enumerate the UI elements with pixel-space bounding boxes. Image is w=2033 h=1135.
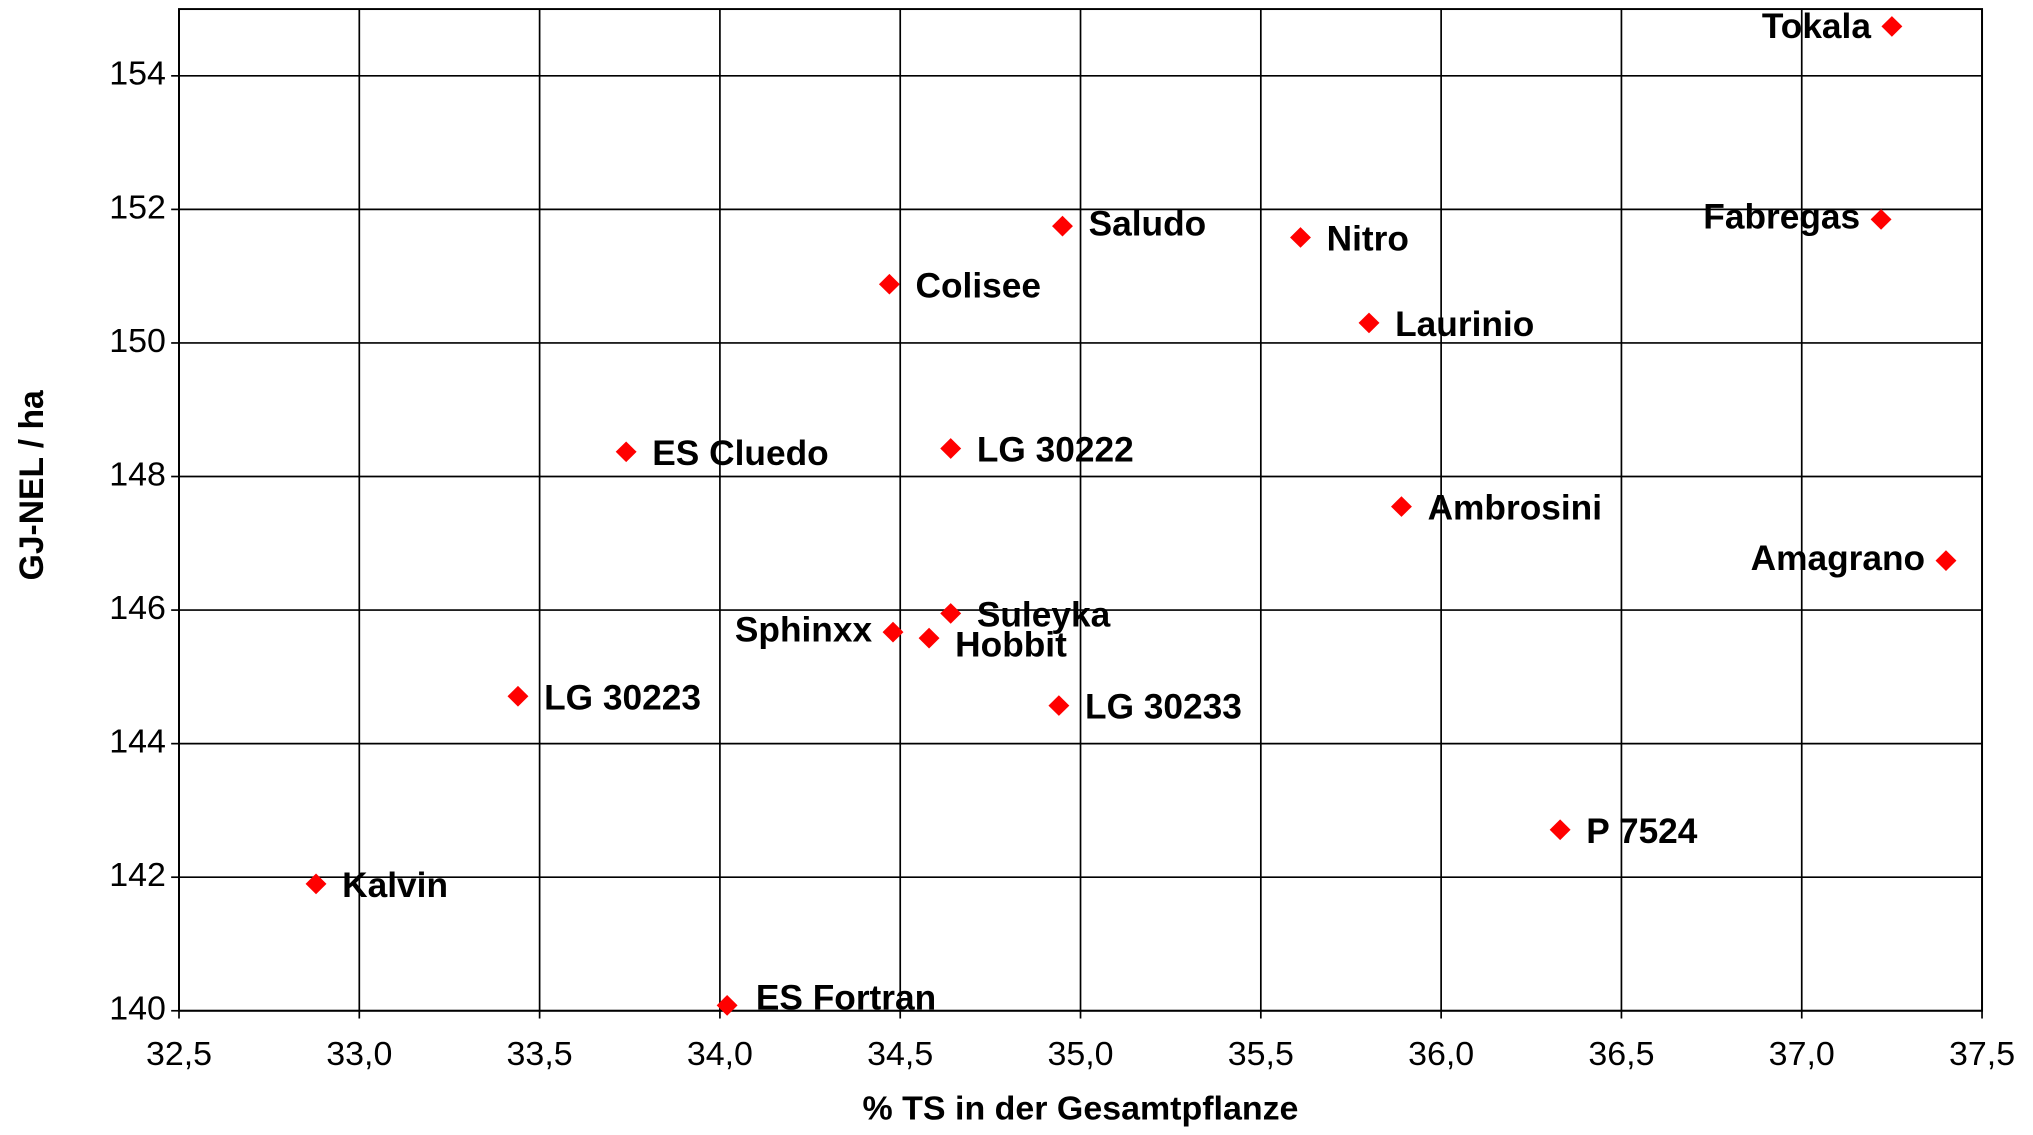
- point-label: Colisee: [916, 266, 1041, 305]
- plot-frame: [178, 8, 1984, 1012]
- point-label: Fabregas: [1703, 198, 1860, 237]
- data-point: [1391, 496, 1412, 517]
- point-label: P 7524: [1586, 812, 1698, 851]
- data-point: [615, 441, 637, 463]
- data-point: [1870, 209, 1892, 230]
- point-label: ES Fortran: [756, 979, 936, 1018]
- y-tick-label: 148: [109, 456, 166, 494]
- x-axis-title: % TS in der Gesamtpflanze: [863, 1089, 1299, 1127]
- point-label: ES Cluedo: [652, 434, 828, 473]
- point-label: Kalvin: [342, 866, 448, 905]
- x-tick-label: 35,0: [1047, 1035, 1113, 1073]
- data-point: [1358, 312, 1380, 334]
- data-point: [1290, 227, 1311, 248]
- data-point: [1549, 819, 1571, 841]
- x-tick-label: 37,5: [1949, 1035, 2015, 1073]
- data-point: [1935, 550, 1957, 572]
- data-point: [716, 995, 738, 1016]
- point-label: LG 30223: [544, 678, 701, 717]
- data-point: [940, 603, 962, 624]
- y-tick-label: 142: [109, 856, 166, 894]
- x-tick-label: 36,5: [1588, 1035, 1654, 1073]
- y-tick-label: 140: [109, 990, 166, 1028]
- y-tick-label: 152: [109, 188, 166, 226]
- point-label: LG 30222: [977, 431, 1134, 470]
- point-label: Sphinxx: [735, 611, 873, 650]
- point-label: Suleyka: [977, 596, 1111, 635]
- x-tick-label: 37,0: [1769, 1035, 1835, 1073]
- point-label: LG 30233: [1085, 688, 1242, 727]
- data-point: [1052, 215, 1073, 237]
- data-point: [878, 273, 900, 295]
- point-label: Nitro: [1327, 220, 1409, 259]
- x-tick-label: 33,0: [326, 1035, 392, 1073]
- point-label: Hobbit: [955, 626, 1067, 665]
- point-label: Amagrano: [1751, 539, 1925, 578]
- x-tick-label: 35,5: [1228, 1035, 1294, 1073]
- y-tick-label: 154: [109, 55, 166, 93]
- data-point: [305, 873, 327, 895]
- point-label: Tokala: [1762, 7, 1872, 46]
- point-label: Laurinio: [1395, 305, 1534, 344]
- data-point: [1881, 16, 1903, 37]
- y-tick-label: 150: [109, 322, 166, 360]
- y-axis-title: GJ-NEL / ha: [13, 389, 51, 580]
- point-label: Ambrosini: [1428, 489, 1602, 528]
- data-point: [507, 685, 529, 707]
- y-tick-label: 146: [109, 589, 166, 627]
- x-tick-label: 32,5: [146, 1035, 212, 1073]
- y-tick-label: 144: [109, 723, 166, 761]
- data-point: [918, 627, 940, 649]
- x-tick-label: 33,5: [507, 1035, 573, 1073]
- point-label: Saludo: [1089, 204, 1207, 243]
- x-tick-label: 34,0: [687, 1035, 753, 1073]
- data-point: [1048, 695, 1070, 716]
- data-point: [882, 621, 904, 643]
- x-tick-label: 36,0: [1408, 1035, 1474, 1073]
- x-tick-label: 34,5: [867, 1035, 933, 1073]
- data-point: [940, 438, 962, 459]
